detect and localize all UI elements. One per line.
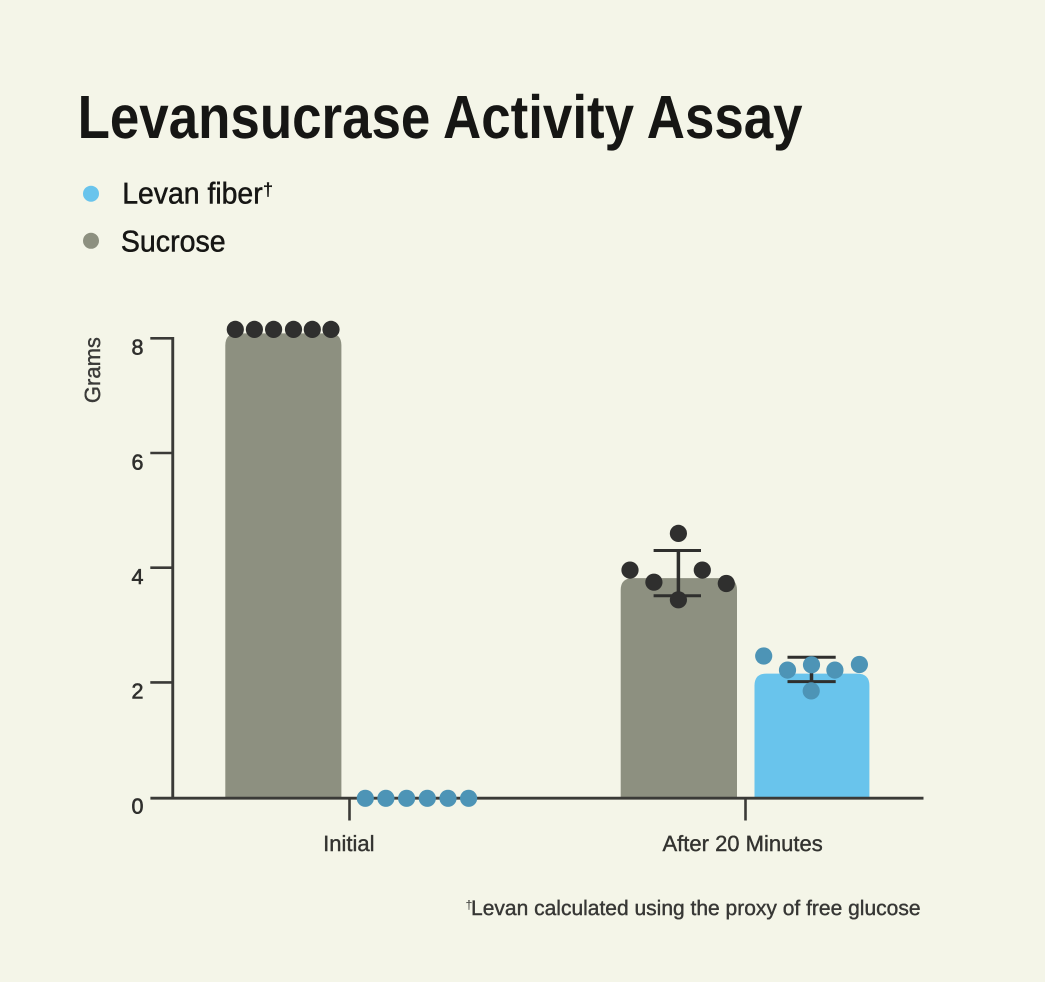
svg-text:Initial: Initial — [323, 831, 374, 856]
svg-text:†: † — [263, 179, 273, 199]
svg-text:Levan calculated using the pro: Levan calculated using the proxy of free… — [471, 897, 920, 920]
svg-text:Levan fiber: Levan fiber — [122, 178, 263, 211]
svg-text:8: 8 — [132, 336, 144, 360]
svg-text:After 20 Minutes: After 20 Minutes — [663, 831, 823, 856]
svg-text:2: 2 — [132, 680, 144, 704]
svg-text:†: † — [466, 898, 473, 912]
svg-text:Grams: Grams — [80, 337, 105, 403]
svg-text:0: 0 — [132, 794, 144, 818]
svg-text:Levansucrase Activity Assay: Levansucrase Activity Assay — [78, 83, 803, 151]
svg-text:Sucrose: Sucrose — [121, 225, 226, 258]
svg-text:6: 6 — [132, 450, 144, 474]
svg-text:4: 4 — [132, 565, 144, 589]
